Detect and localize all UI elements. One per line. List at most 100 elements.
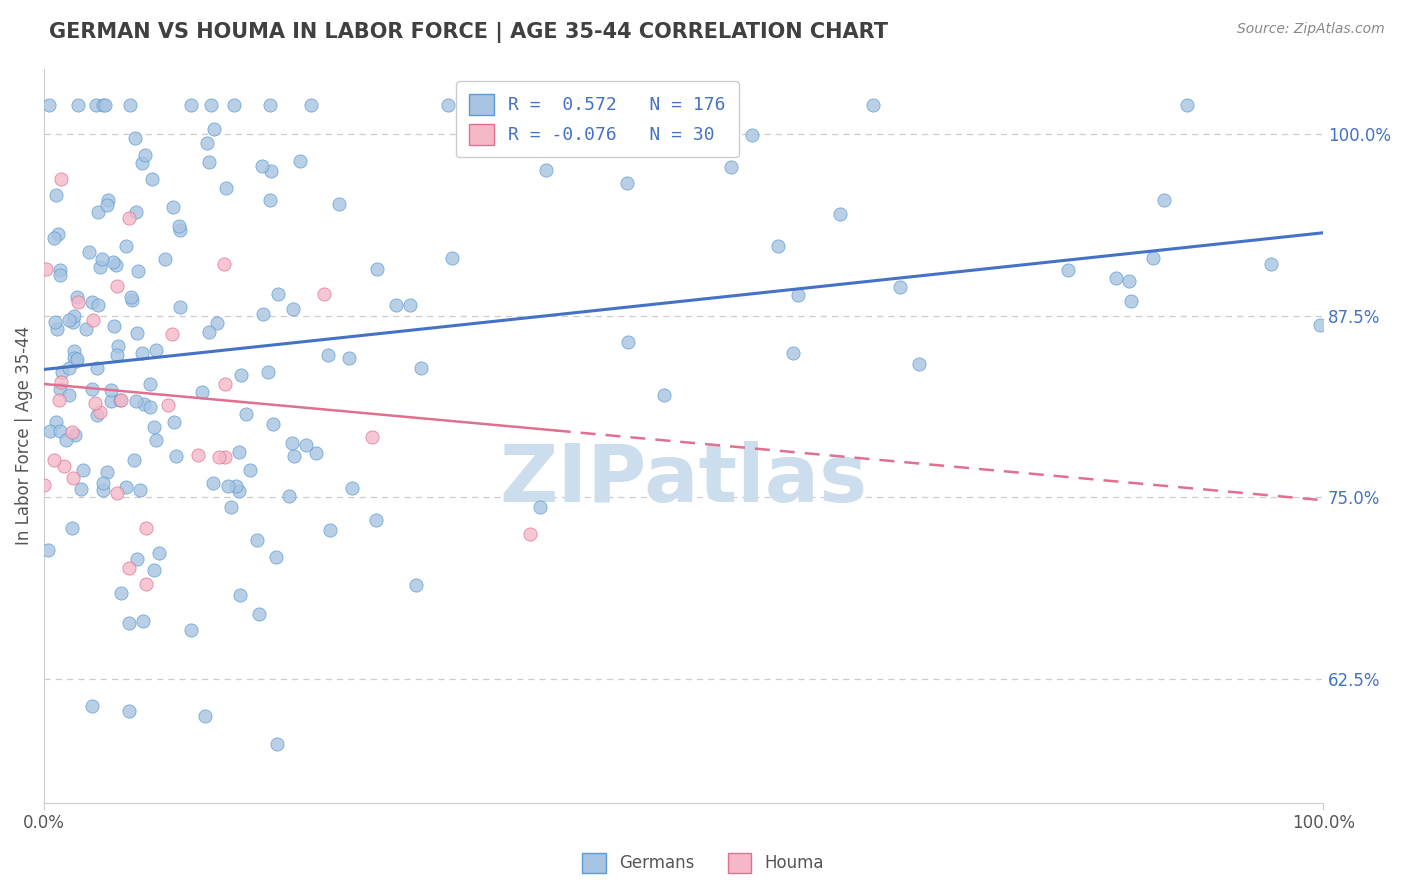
Point <box>366 261 388 276</box>
Point <box>141 172 163 186</box>
Point <box>361 430 384 444</box>
Point <box>1057 263 1080 277</box>
Point <box>105 279 128 293</box>
Point <box>125 204 148 219</box>
Point <box>145 434 167 448</box>
Point <box>169 223 191 237</box>
Point <box>75 322 97 336</box>
Point <box>42 453 65 467</box>
Point <box>66 352 89 367</box>
Point <box>264 549 287 564</box>
Point <box>96 465 118 479</box>
Point <box>148 546 170 560</box>
Point <box>82 699 104 714</box>
Point <box>121 290 143 304</box>
Point <box>281 435 304 450</box>
Point <box>96 198 118 212</box>
Point <box>295 438 318 452</box>
Point <box>110 586 132 600</box>
Point <box>191 384 214 399</box>
Point <box>252 307 274 321</box>
Point <box>257 365 280 379</box>
Point <box>205 316 228 330</box>
Point <box>654 387 676 401</box>
Point <box>49 172 72 186</box>
Point <box>312 286 335 301</box>
Point <box>299 98 322 112</box>
Point <box>58 313 80 327</box>
Point <box>51 365 73 379</box>
Point <box>228 445 250 459</box>
Point <box>91 475 114 490</box>
Point <box>200 98 222 112</box>
Point <box>62 343 84 358</box>
Point <box>267 287 290 301</box>
Point <box>77 245 100 260</box>
Point <box>318 523 340 537</box>
Point <box>198 326 221 340</box>
Point <box>127 263 149 277</box>
Point <box>1119 293 1142 308</box>
Point <box>153 252 176 266</box>
Point <box>214 450 236 464</box>
Point <box>259 98 281 112</box>
Point <box>405 577 427 591</box>
Point <box>316 348 339 362</box>
Point <box>741 128 763 142</box>
Y-axis label: In Labor Force | Age 35-44: In Labor Force | Age 35-44 <box>15 326 32 545</box>
Point <box>70 482 93 496</box>
Point <box>49 382 72 396</box>
Point <box>120 98 142 112</box>
Point <box>214 180 236 194</box>
Point <box>91 483 114 497</box>
Point <box>1118 275 1140 289</box>
Point <box>411 360 433 375</box>
Point <box>121 293 143 307</box>
Point <box>103 319 125 334</box>
Point <box>305 446 328 460</box>
Point <box>212 257 235 271</box>
Point <box>51 375 73 389</box>
Point <box>1260 257 1282 271</box>
Point <box>201 476 224 491</box>
Point <box>142 562 165 576</box>
Point <box>496 98 519 112</box>
Point <box>48 227 70 242</box>
Point <box>202 122 225 136</box>
Point <box>678 98 700 112</box>
Point <box>135 521 157 535</box>
Point <box>115 480 138 494</box>
Point <box>782 346 804 360</box>
Point <box>89 260 111 275</box>
Point <box>231 368 253 382</box>
Point <box>162 200 184 214</box>
Point <box>53 458 76 473</box>
Point <box>100 383 122 397</box>
Point <box>46 322 69 336</box>
Point <box>398 297 420 311</box>
Point <box>529 500 551 514</box>
Point <box>82 313 104 327</box>
Point <box>100 394 122 409</box>
Point <box>142 420 165 434</box>
Point <box>616 176 638 190</box>
Point <box>224 98 246 112</box>
Point <box>124 131 146 145</box>
Point <box>118 211 141 226</box>
Point <box>44 315 66 329</box>
Point <box>519 526 541 541</box>
Point <box>72 463 94 477</box>
Point <box>35 262 58 277</box>
Point <box>259 193 281 207</box>
Point <box>62 315 84 329</box>
Point <box>62 521 84 535</box>
Point <box>62 309 84 323</box>
Point <box>690 98 713 112</box>
Point <box>145 343 167 357</box>
Point <box>87 298 110 312</box>
Point <box>180 98 202 112</box>
Point <box>118 560 141 574</box>
Point <box>283 449 305 463</box>
Point <box>278 490 301 504</box>
Point <box>37 542 59 557</box>
